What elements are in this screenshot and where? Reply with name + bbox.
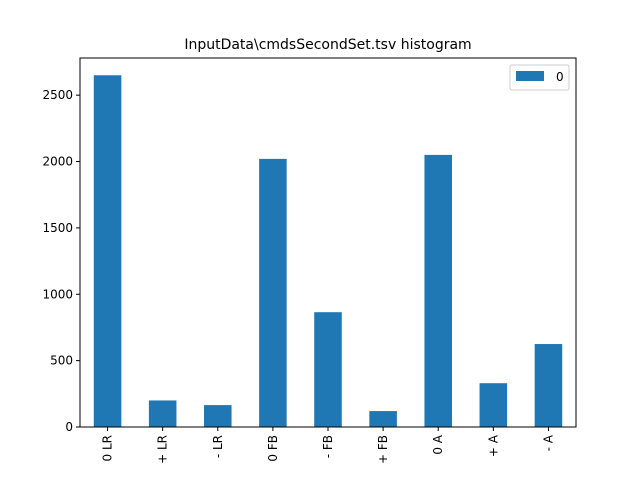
x-tick-label: - LR (211, 435, 225, 458)
x-tick-label: 0 LR (101, 435, 115, 461)
x-tick-label: 0 FB (266, 435, 280, 462)
y-tick-label: 1000 (42, 287, 73, 301)
y-tick-label: 500 (50, 354, 73, 368)
legend-label: 0 (556, 70, 564, 84)
bar (369, 411, 397, 427)
bar (148, 400, 177, 427)
x-tick-label: + LR (156, 435, 170, 464)
y-axis: 0 500 1000 1500 2000 2500 (42, 88, 80, 434)
legend-swatch (516, 71, 544, 81)
bar (259, 158, 287, 428)
y-tick-label: 2000 (42, 155, 73, 169)
x-tick-label: + A (486, 434, 500, 457)
y-tick-label: 1500 (42, 221, 73, 235)
bar (424, 154, 452, 427)
bar (534, 344, 563, 427)
x-tick-label: 0 A (431, 434, 445, 454)
x-tick-label: - A (541, 434, 555, 451)
y-tick-label: 0 (65, 420, 73, 434)
x-tick-label: - FB (321, 435, 335, 458)
legend: 0 (509, 64, 570, 91)
bar (314, 312, 342, 427)
bar (479, 383, 508, 427)
bars-group (93, 75, 563, 428)
bar (204, 405, 232, 427)
x-axis: 0 LR + LR - LR 0 FB - FB + FB 0 A + A - A (101, 427, 555, 464)
y-tick-label: 2500 (42, 88, 73, 102)
chart-title: InputData\cmdsSecondSet.tsv histogram (184, 37, 471, 53)
x-tick-label: + FB (376, 435, 390, 464)
plot-frame (79, 57, 577, 428)
bar (93, 75, 122, 427)
